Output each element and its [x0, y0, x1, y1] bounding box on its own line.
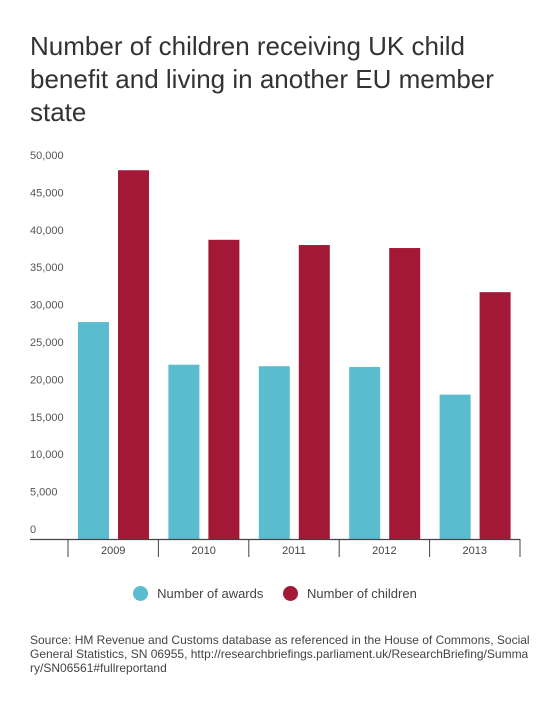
y-tick-label: 5,000 — [30, 487, 58, 499]
bar-chart: 0 5,000 10,000 15,000 20,000 25,000 30,000 35,0… — [30, 150, 521, 557]
y-tick-label: 30,000 — [30, 300, 64, 312]
legend-swatch-children — [283, 586, 298, 601]
bar-awards-2012 — [349, 366, 381, 539]
legend-label-children: Number of children — [307, 586, 417, 601]
legend-item-children: Number of children — [283, 586, 417, 601]
y-tick-label: 40,000 — [30, 225, 64, 237]
y-tick-label: 35,000 — [30, 262, 64, 274]
bar-awards-2013 — [439, 394, 471, 539]
bar-children-2013 — [479, 292, 511, 539]
bar-awards-2010 — [168, 364, 200, 539]
legend-swatch-awards — [133, 586, 149, 601]
x-tick-label: 2013 — [463, 545, 487, 557]
x-axis: 2009 2010 2011 2012 2013 — [30, 538, 521, 557]
bar-children-2010 — [208, 239, 240, 540]
bar-children-2009 — [118, 170, 149, 539]
legend: Number of awards Number of children — [0, 586, 550, 604]
y-tick-label: 25,000 — [30, 337, 64, 349]
bar-awards-2011 — [258, 366, 290, 539]
bar-awards-2009 — [78, 322, 109, 539]
bars — [78, 170, 511, 540]
y-tick-label: 10,000 — [30, 449, 64, 461]
x-tick-label: 2009 — [101, 545, 125, 557]
bar-children-2012 — [389, 248, 421, 539]
legend-item-awards: Number of awards — [133, 586, 263, 601]
chart-title: Number of children receiving UK child be… — [30, 31, 494, 127]
bar-children-2011 — [298, 245, 330, 539]
y-tick-label: 15,000 — [30, 412, 64, 424]
y-tick-label: 50,000 — [30, 150, 64, 162]
x-tick-label: 2011 — [282, 545, 306, 557]
y-tick-label: 0 — [30, 524, 36, 536]
x-tick-label: 2012 — [372, 545, 396, 557]
y-tick-label: 45,000 — [30, 187, 64, 199]
y-tick-label: 20,000 — [30, 374, 64, 386]
x-tick-label: 2010 — [191, 545, 215, 557]
y-axis: 0 5,000 10,000 15,000 20,000 25,000 30,000 35,0… — [30, 150, 64, 536]
source-note: Source: HM Revenue and Customs database … — [30, 633, 530, 675]
legend-label-awards: Number of awards — [157, 586, 264, 601]
